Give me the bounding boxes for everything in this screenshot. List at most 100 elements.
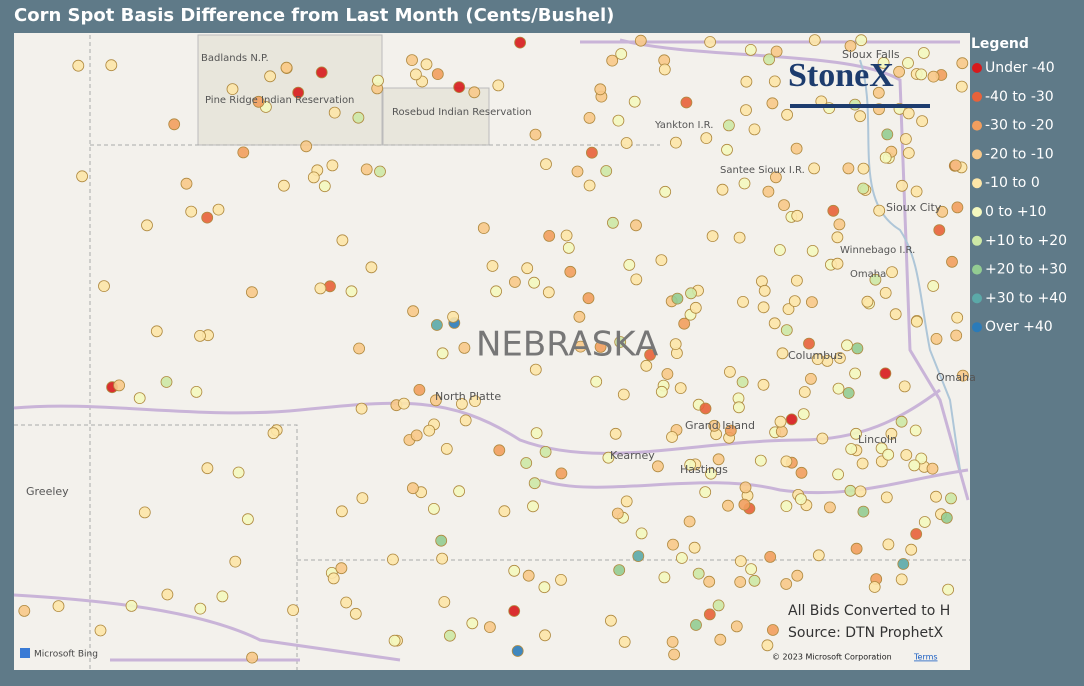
bid-dot [680, 96, 693, 109]
bid-dot [845, 443, 858, 455]
bid-dot [893, 65, 905, 78]
bid-dot [712, 453, 725, 466]
bid-dot [527, 500, 539, 513]
bid-dot [498, 505, 511, 518]
place-label: North Platte [435, 390, 501, 403]
bid-dot [721, 143, 733, 156]
bid-dot [879, 367, 892, 380]
place-label: Santee Sioux I.R. [720, 165, 805, 176]
bid-dot [511, 645, 524, 657]
bid-dot [832, 468, 844, 481]
bid-dot [287, 604, 300, 616]
bid-dot [738, 498, 751, 511]
bid-dot [436, 347, 449, 360]
bid-dot [740, 104, 752, 116]
bid-dot [909, 424, 922, 437]
bid-dot [844, 40, 857, 52]
bid-dot [812, 549, 825, 562]
bid-dot [842, 387, 855, 399]
bid-dot [738, 177, 751, 190]
terms-link[interactable]: Terms [913, 653, 938, 662]
bid-dot [861, 295, 874, 308]
bid-dot [345, 285, 358, 298]
bid-dot [811, 353, 824, 366]
bid-dot [770, 171, 782, 184]
bid-dot [420, 58, 433, 71]
bid-dot [910, 528, 923, 540]
bid-dot [700, 132, 713, 145]
bid-dot [882, 538, 895, 551]
place-label: Greeley [26, 485, 69, 498]
bid-dot [910, 315, 923, 328]
bid-dot [766, 97, 779, 110]
bid-dot [889, 308, 902, 321]
bid-dot [791, 274, 803, 287]
bid-dot [509, 276, 521, 288]
bid-dot [644, 348, 656, 361]
bid-dot [349, 607, 362, 620]
bid-dot [655, 254, 668, 267]
bid-dot [764, 551, 777, 563]
legend-label: +20 to +30 [985, 262, 1067, 278]
highway [13, 38, 970, 662]
bid-dot [900, 449, 913, 461]
bid-dot [555, 467, 568, 480]
bid-dot [436, 552, 449, 565]
bid-dot [708, 419, 721, 432]
bid-dot [908, 459, 921, 472]
bid-dot [762, 185, 775, 198]
bid-dot [849, 367, 861, 380]
bid-dot [413, 383, 426, 396]
bid-dot [141, 219, 153, 232]
bid-dot [388, 634, 401, 647]
bid-dot [806, 296, 818, 309]
bid-dot [397, 397, 410, 410]
bid-dot [699, 486, 712, 499]
place-label: Hastings [680, 463, 728, 476]
bid-dot [770, 45, 783, 58]
brand-logo: StoneX [788, 57, 894, 94]
bid-dot [630, 273, 643, 286]
bid-dot [808, 34, 821, 46]
bid-dot [895, 415, 908, 428]
bid-dot [791, 209, 804, 222]
bid-dot [307, 171, 320, 184]
legend-label: 0 to +10 [985, 204, 1046, 220]
bid-dot [785, 413, 798, 426]
bid-dot [918, 516, 931, 528]
bid-dot [360, 163, 373, 176]
bid-dot [574, 340, 587, 353]
bid-dot [882, 448, 895, 461]
bid-dot [529, 363, 542, 376]
bid-dot [915, 68, 928, 81]
bid-dot [832, 382, 845, 395]
bid-dot [583, 179, 596, 192]
bid-dot [594, 83, 607, 96]
bid-dot [722, 499, 734, 512]
bid-dot [427, 502, 440, 515]
bid-dot [857, 182, 870, 195]
bid-dot [842, 162, 855, 175]
bid-dot [775, 425, 788, 438]
bid-dot [586, 146, 598, 159]
place-label: Badlands N.P. [201, 53, 269, 64]
bid-dot [406, 482, 419, 495]
bid-dot [168, 118, 181, 131]
legend-label: +10 to +20 [985, 233, 1067, 249]
legend-label: Under -40 [985, 60, 1055, 76]
bid-dot [335, 562, 348, 575]
bid-dot [897, 558, 910, 570]
bid-dot [617, 388, 630, 401]
bid-dot [716, 183, 729, 196]
bid-dot [880, 491, 893, 504]
bid-dot [933, 224, 946, 237]
bid-dot [571, 165, 584, 178]
bid-dot [676, 552, 688, 564]
bid-dot [612, 114, 625, 127]
bid-dot [410, 429, 423, 442]
logo-bar [790, 104, 930, 108]
bid-dot [583, 112, 596, 124]
bid-dot [780, 324, 793, 337]
bid-dot [606, 54, 619, 67]
